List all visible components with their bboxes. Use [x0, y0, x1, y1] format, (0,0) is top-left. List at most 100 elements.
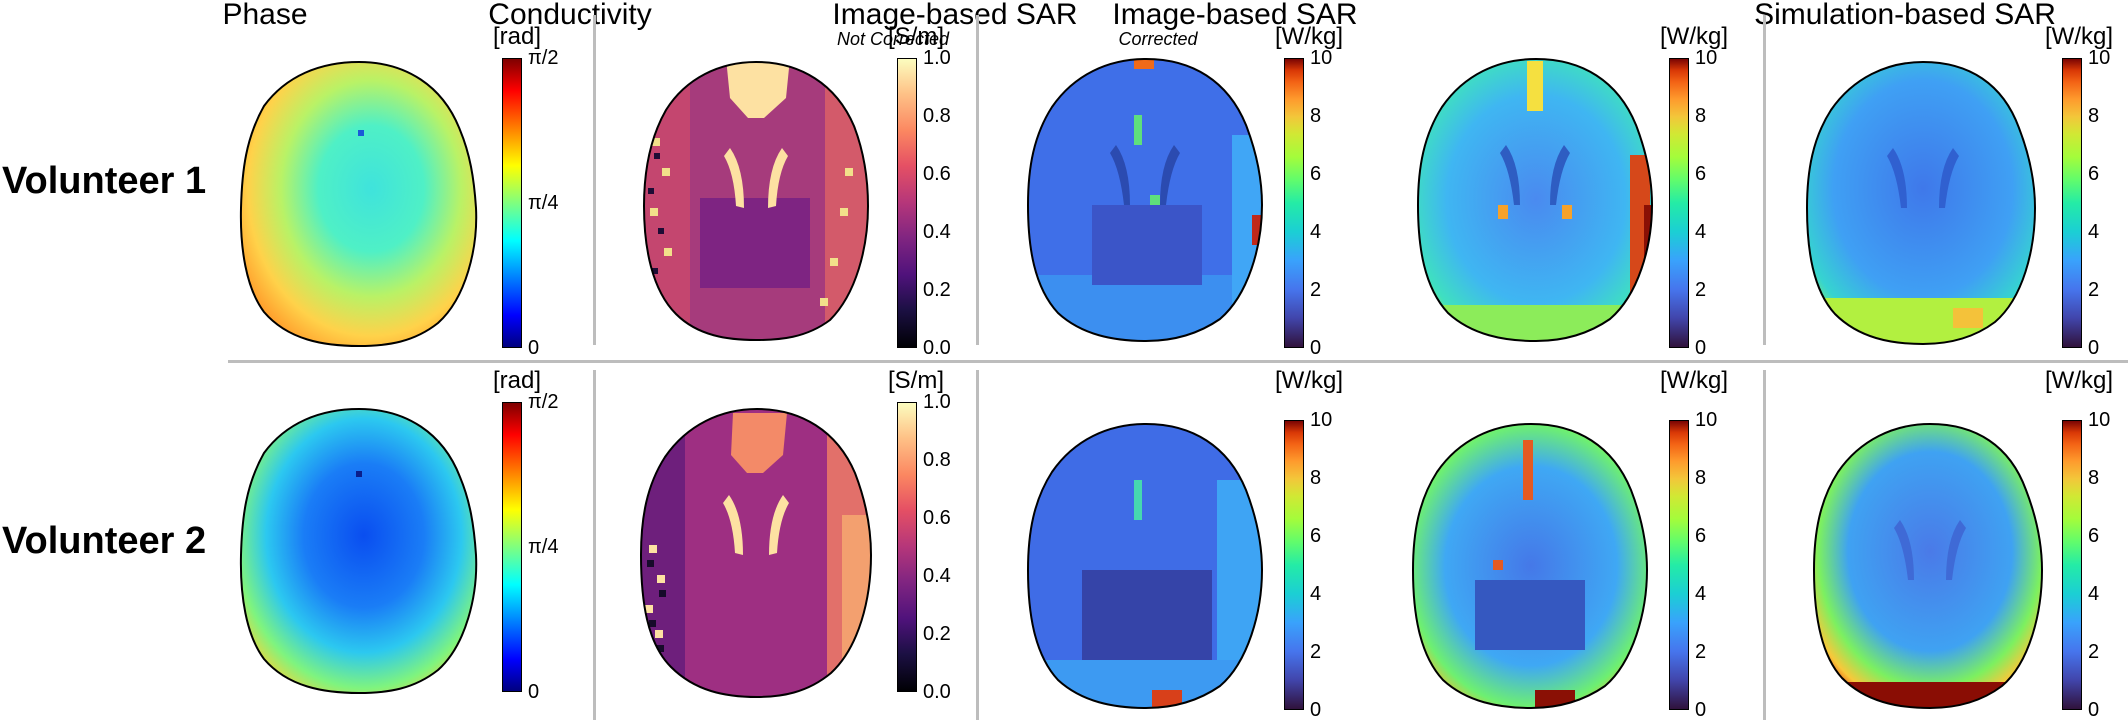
conductivity-colorbar-unit-2: [S/m] — [888, 367, 945, 394]
sar-tick-2a-5: 0 — [1310, 699, 1322, 721]
sar-tick-2b-5: 0 — [1695, 699, 1707, 721]
sar-tick-1c-1: 8 — [2088, 105, 2100, 127]
column-title-conductivity: Conductivity — [488, 0, 652, 31]
cond-tick-1-5: 0.0 — [923, 337, 951, 359]
sar-colorbar-unit-1a: [W/kg] — [1275, 23, 1344, 50]
cond-tick-1-1: 0.8 — [923, 105, 951, 127]
column-title-sar-not-corrected: Image-based SAR — [832, 0, 1078, 31]
row-divider — [228, 360, 2128, 363]
column-subtitle-corrected: Corrected — [1118, 29, 1198, 49]
phase-colorbar-unit-1: [rad] — [493, 23, 542, 50]
cond-tick-2-5: 0.0 — [923, 681, 951, 703]
sar-tick-1b-1: 8 — [1695, 105, 1707, 127]
sar-tick-2b-3: 4 — [1695, 583, 1707, 605]
sar-tick-1a-5: 0 — [1310, 337, 1322, 359]
sar-tick-2a-1: 8 — [1310, 467, 1322, 489]
sar-tick-1a-1: 8 — [1310, 105, 1322, 127]
column-divider-3-lower — [1763, 370, 1766, 720]
sar-colorbar-2c — [2062, 420, 2082, 710]
sar-tick-1a-4: 2 — [1310, 279, 1322, 301]
sar-tick-1c-3: 4 — [2088, 221, 2100, 243]
phase-colorbar-2 — [502, 402, 522, 692]
phase-map-volunteer-1 — [239, 60, 478, 348]
sar-tick-2a-2: 6 — [1310, 525, 1322, 547]
column-title-simulation-sar: Simulation-based SAR — [1754, 0, 2056, 31]
sar-colorbar-unit-2c: [W/kg] — [2045, 367, 2114, 394]
simulation-sar-map-volunteer-1 — [1805, 60, 2037, 346]
cond-tick-2-3: 0.4 — [923, 565, 951, 587]
phase-tick-2-bottom: 0 — [528, 681, 540, 703]
cond-tick-1-0: 1.0 — [923, 47, 951, 69]
sar-tick-2b-2: 6 — [1695, 525, 1707, 547]
sar-tick-2a-3: 4 — [1310, 583, 1322, 605]
column-divider-1-lower — [593, 370, 596, 720]
sar-not-corrected-map-volunteer-1 — [1026, 57, 1264, 343]
row-label-volunteer-1: Volunteer 1 — [2, 160, 207, 202]
phase-tick-2-top: π/2 — [528, 391, 559, 413]
sar-colorbar-unit-2a: [W/kg] — [1275, 367, 1344, 394]
column-title-sar-corrected: Image-based SAR — [1112, 0, 1358, 31]
cond-tick-1-3: 0.4 — [923, 221, 951, 243]
sar-tick-1c-4: 2 — [2088, 279, 2100, 301]
sar-tick-2c-2: 6 — [2088, 525, 2100, 547]
simulation-sar-map-volunteer-2 — [1812, 422, 2044, 710]
sar-colorbar-2a — [1284, 420, 1304, 710]
sar-tick-2c-3: 4 — [2088, 583, 2100, 605]
phase-colorbar-1 — [502, 58, 522, 348]
sar-colorbar-unit-2b: [W/kg] — [1660, 367, 1729, 394]
conductivity-map-volunteer-1 — [642, 60, 870, 342]
sar-tick-1b-4: 2 — [1695, 279, 1707, 301]
cond-tick-2-4: 0.2 — [923, 623, 951, 645]
sar-colorbar-1b — [1669, 58, 1689, 348]
sar-tick-1c-5: 0 — [2088, 337, 2100, 359]
sar-tick-1b-2: 6 — [1695, 163, 1707, 185]
sar-not-corrected-map-volunteer-2 — [1026, 422, 1264, 710]
conductivity-map-volunteer-2 — [639, 407, 873, 699]
cond-tick-1-4: 0.2 — [923, 279, 951, 301]
phase-tick-2-mid: π/4 — [528, 536, 559, 558]
phase-tick-1-mid: π/4 — [528, 192, 559, 214]
phase-tick-1-bottom: 0 — [528, 337, 540, 359]
cond-tick-2-1: 0.8 — [923, 449, 951, 471]
column-divider-2 — [976, 15, 979, 345]
sar-tick-1a-2: 6 — [1310, 163, 1322, 185]
sar-tick-1b-0: 10 — [1695, 47, 1718, 69]
conductivity-colorbar-1 — [897, 58, 917, 348]
cond-tick-2-2: 0.6 — [923, 507, 951, 529]
sar-tick-1c-0: 10 — [2088, 47, 2111, 69]
sar-tick-1b-5: 0 — [1695, 337, 1707, 359]
sar-tick-2b-1: 8 — [1695, 467, 1707, 489]
sar-tick-1b-3: 4 — [1695, 221, 1707, 243]
phase-tick-1-top: π/2 — [528, 47, 559, 69]
sar-tick-1a-3: 4 — [1310, 221, 1322, 243]
sar-colorbar-unit-1b: [W/kg] — [1660, 23, 1729, 50]
column-divider-1 — [593, 15, 596, 345]
sar-tick-2b-4: 2 — [1695, 641, 1707, 663]
cond-tick-2-0: 1.0 — [923, 391, 951, 413]
column-divider-3 — [1763, 15, 1766, 345]
sar-corrected-map-volunteer-1 — [1416, 57, 1654, 343]
sar-tick-2a-4: 2 — [1310, 641, 1322, 663]
sar-tick-2a-0: 10 — [1310, 409, 1333, 431]
sar-tick-2c-4: 2 — [2088, 641, 2100, 663]
phase-colorbar-unit-2: [rad] — [493, 367, 542, 394]
sar-tick-2c-1: 8 — [2088, 467, 2100, 489]
sar-tick-2c-0: 10 — [2088, 409, 2111, 431]
column-title-phase: Phase — [222, 0, 308, 31]
sar-tick-2c-5: 0 — [2088, 699, 2100, 721]
phase-map-volunteer-2 — [239, 407, 478, 695]
conductivity-colorbar-unit-1: [S/m] — [888, 23, 945, 50]
sar-tick-2b-0: 10 — [1695, 409, 1718, 431]
sar-tick-1a-0: 10 — [1310, 47, 1333, 69]
conductivity-colorbar-2 — [897, 402, 917, 692]
sar-colorbar-2b — [1669, 420, 1689, 710]
sar-colorbar-1a — [1284, 58, 1304, 348]
sar-corrected-map-volunteer-2 — [1411, 422, 1649, 710]
sar-colorbar-1c — [2062, 58, 2082, 348]
sar-tick-1c-2: 6 — [2088, 163, 2100, 185]
column-subtitle-not-corrected: Not Corrected — [836, 29, 950, 49]
cond-tick-1-2: 0.6 — [923, 163, 951, 185]
row-label-volunteer-2: Volunteer 2 — [2, 520, 207, 562]
column-divider-2-lower — [976, 370, 979, 720]
